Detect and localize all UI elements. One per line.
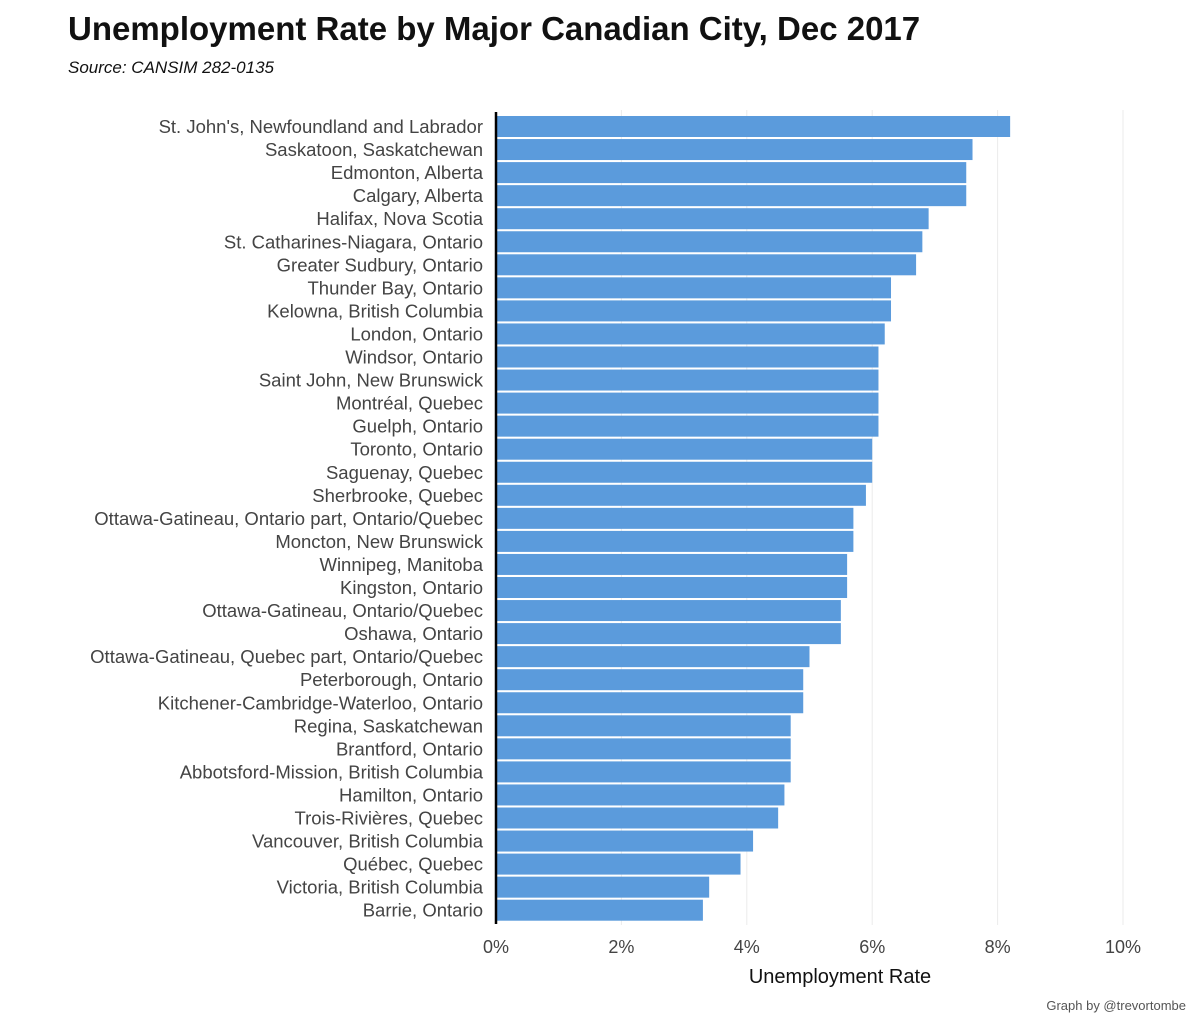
bar (496, 830, 754, 852)
bar (496, 185, 967, 207)
bar (496, 208, 929, 230)
category-label: London, Ontario (350, 323, 483, 344)
category-label: Winnipeg, Manitoba (319, 554, 483, 575)
bar (496, 392, 879, 414)
category-label: Kelowna, British Columbia (267, 300, 484, 321)
x-tick-label: 10% (1105, 937, 1141, 957)
category-label: Hamilton, Ontario (339, 784, 483, 805)
bar (496, 507, 854, 529)
bar (496, 623, 841, 645)
category-label: Edmonton, Alberta (331, 162, 484, 183)
bar (496, 461, 873, 483)
category-label: Ottawa-Gatineau, Ontario part, Ontario/Q… (94, 508, 483, 529)
category-label: Barrie, Ontario (363, 900, 483, 921)
category-label: Windsor, Ontario (345, 347, 483, 368)
bar (496, 369, 879, 391)
x-tick-label: 6% (859, 937, 885, 957)
bar (496, 553, 848, 575)
category-label: Regina, Saskatchewan (294, 715, 483, 736)
category-label: Saskatoon, Saskatchewan (265, 139, 483, 160)
category-label: Oshawa, Ontario (344, 623, 483, 644)
category-label: Brantford, Ontario (336, 738, 483, 759)
category-label: Halifax, Nova Scotia (316, 208, 483, 229)
bar (496, 807, 779, 829)
category-label: Calgary, Alberta (353, 185, 484, 206)
category-label: St. John's, Newfoundland and Labrador (159, 116, 483, 137)
bar (496, 899, 703, 921)
category-label: Kingston, Ontario (340, 577, 483, 598)
bar (496, 876, 710, 898)
bar (496, 484, 866, 506)
category-label: Abbotsford-Mission, British Columbia (180, 761, 484, 782)
category-label: Peterborough, Ontario (300, 669, 483, 690)
bar (496, 346, 879, 368)
bar (496, 692, 804, 714)
category-label: Guelph, Ontario (352, 416, 483, 437)
x-tick-label: 4% (734, 937, 760, 957)
category-label: Québec, Quebec (343, 854, 483, 875)
category-label: Ottawa-Gatineau, Quebec part, Ontario/Qu… (90, 646, 483, 667)
x-tick-label: 2% (608, 937, 634, 957)
category-label: Toronto, Ontario (350, 439, 483, 460)
category-label: Vancouver, British Columbia (252, 831, 484, 852)
category-label: Victoria, British Columbia (277, 877, 484, 898)
x-tick-label: 8% (985, 937, 1011, 957)
bar (496, 784, 785, 806)
chart-subtitle: Source: CANSIM 282-0135 (68, 58, 274, 77)
bar (496, 254, 917, 276)
bar (496, 738, 791, 760)
bar (496, 715, 791, 737)
category-label: Sherbrooke, Quebec (312, 485, 483, 506)
chart-title: Unemployment Rate by Major Canadian City… (68, 10, 921, 47)
category-label: Moncton, New Brunswick (275, 531, 483, 552)
category-label: Saint John, New Brunswick (259, 370, 484, 391)
bar (496, 323, 885, 345)
category-label: Ottawa-Gatineau, Ontario/Quebec (202, 600, 483, 621)
bar (496, 646, 810, 668)
bar (496, 300, 892, 322)
bar (496, 577, 848, 598)
category-label: Thunder Bay, Ontario (308, 277, 484, 298)
bar (496, 116, 1011, 137)
bar (496, 415, 879, 437)
bar (496, 600, 841, 622)
category-label: Saguenay, Quebec (326, 462, 483, 483)
category-label: Trois-Rivières, Quebec (295, 808, 483, 829)
bar (496, 231, 923, 253)
category-label: Greater Sudbury, Ontario (277, 254, 483, 275)
bar (496, 162, 967, 184)
bar (496, 139, 973, 161)
bar (496, 669, 804, 691)
category-label: St. Catharines-Niagara, Ontario (224, 231, 483, 252)
bar (496, 438, 873, 460)
category-label: Kitchener-Cambridge-Waterloo, Ontario (158, 692, 483, 713)
x-tick-label: 0% (483, 937, 509, 957)
bar (496, 277, 892, 299)
credit-text: Graph by @trevortombe (1046, 998, 1186, 1013)
bar (496, 853, 741, 875)
bar (496, 530, 854, 552)
category-label: Montréal, Quebec (336, 393, 483, 414)
bar (496, 761, 791, 783)
x-axis-title: Unemployment Rate (749, 966, 931, 988)
